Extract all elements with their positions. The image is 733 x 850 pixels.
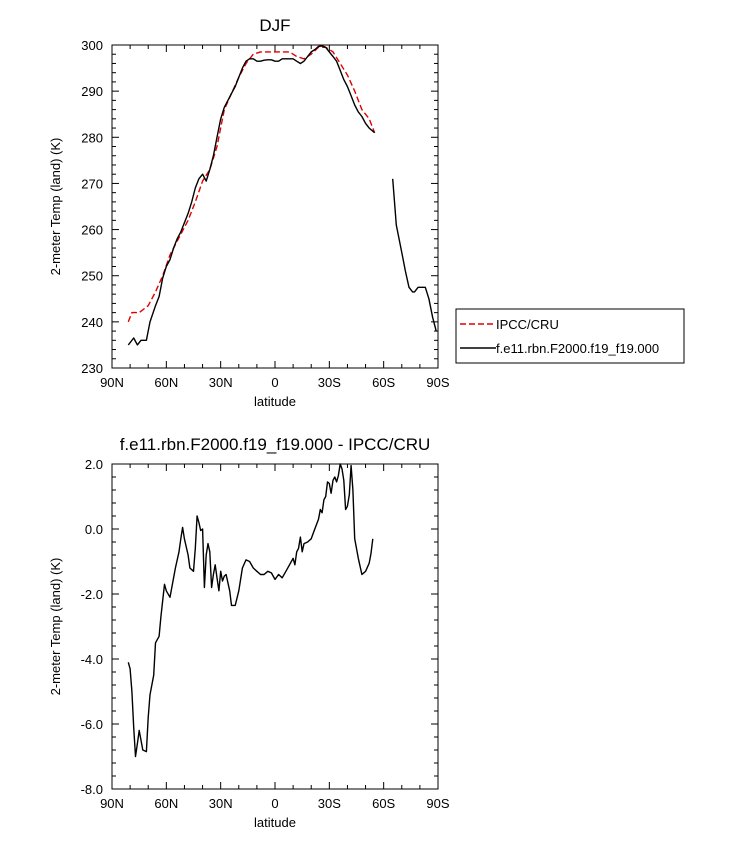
x-tick-label: 90S xyxy=(426,375,449,390)
y-tick-label: -8.0 xyxy=(81,782,103,797)
y-tick-label: -4.0 xyxy=(81,652,103,667)
y-tick-label: 250 xyxy=(81,269,103,284)
y-axis-label: 2-meter Temp (land) (K) xyxy=(48,138,63,276)
y-tick-label: 230 xyxy=(81,361,103,376)
x-tick-label: 30S xyxy=(318,375,341,390)
y-tick-label: 2.0 xyxy=(85,457,103,472)
x-tick-label: 0 xyxy=(271,796,278,811)
series-line-1-segment-1 xyxy=(127,463,374,758)
chart-panel-1: DJF 90N 60N 30N 0 30S 60S 90S 230 240 250 260 270 280… xyxy=(48,16,685,409)
series-line-1-segment-1 xyxy=(127,46,376,323)
x-tick-label: 30N xyxy=(209,796,233,811)
y-tick-label: 300 xyxy=(81,38,103,53)
legend-label-2: f.e11.rbn.F2000.f19_f19.000 xyxy=(496,341,659,356)
series-line-2-segment-2 xyxy=(392,178,437,332)
series-line-2-segment-1 xyxy=(127,45,376,346)
plot-frame xyxy=(111,44,439,369)
y-tick-label: -2.0 xyxy=(81,587,103,602)
y-tick-label: 290 xyxy=(81,84,103,99)
x-axis-label: latitude xyxy=(254,394,296,409)
x-tick-label: 90N xyxy=(100,375,124,390)
x-tick-label: 90N xyxy=(100,796,124,811)
y-tick-label: 280 xyxy=(81,130,103,145)
y-tick-label: 260 xyxy=(81,223,103,238)
x-tick-label: 0 xyxy=(271,375,278,390)
y-tick-label: 240 xyxy=(81,315,103,330)
x-axis-label: latitude xyxy=(254,815,296,830)
y-tick-label: 0.0 xyxy=(85,522,103,537)
y-axis-label: 2-meter Temp (land) (K) xyxy=(48,558,63,696)
x-tick-label: 30N xyxy=(209,375,233,390)
x-tick-label: 90S xyxy=(426,796,449,811)
x-tick-label: 60S xyxy=(372,796,395,811)
x-tick-label: 60N xyxy=(154,796,178,811)
y-tick-label: 270 xyxy=(81,176,103,191)
legend-label-1: IPCC/CRU xyxy=(496,317,559,332)
y-tick-label: -6.0 xyxy=(81,717,103,732)
legend: IPCC/CRU f.e11.rbn.F2000.f19_f19.000 xyxy=(455,308,685,364)
chart-title: f.e11.rbn.F2000.f19_f19.000 - IPCC/CRU xyxy=(120,435,431,454)
x-tick-label: 60N xyxy=(154,375,178,390)
legend-box xyxy=(455,308,685,364)
x-tick-label: 60S xyxy=(372,375,395,390)
chart-panel-2: f.e11.rbn.F2000.f19_f19.000 - IPCC/CRU 90… xyxy=(48,435,450,830)
chart-title: DJF xyxy=(259,16,290,35)
x-tick-label: 30S xyxy=(318,796,341,811)
plot-frame xyxy=(111,463,439,790)
